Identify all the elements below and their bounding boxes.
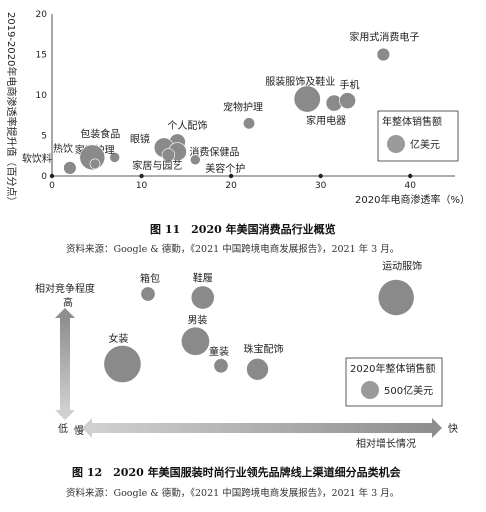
chart-1-bubble-label: 家用式消费电子 [349,31,419,44]
chart-2-x-arrow-shaft [92,423,432,433]
chart-2-bubble-label: 珠宝配饰 [244,342,284,355]
chart-1-bubble-label: 家用电器 [306,114,346,127]
chart-1-bubble-label: 手机 [340,79,360,92]
chart-2-bubble-label: 运动服饰 [382,260,422,273]
chart-1-legend: 年整体销售额 亿美元 [377,110,459,162]
chart-1-x-tick-label: 10 [136,181,148,191]
chart-1-x-tick-mark [139,173,144,179]
chart-2-x-low-label: 慢 [74,425,84,437]
chart-1-bubble [243,117,256,130]
chart-1-bubble-label: 美容个护 [205,162,245,175]
chart-1-bubble [89,158,101,170]
chart-1-bubble [63,161,77,175]
chart-2-bubble [246,358,269,380]
chart-1-y-tick-label: 15 [36,51,47,61]
chart-1-legend-bubble [387,135,405,153]
chart-1-x-tick-label: 20 [225,181,237,191]
chart-1-bubble-label: 个人配饰 [167,119,207,132]
chart-1-x-axis-title: 2020年电商渗透率（%） [355,193,470,206]
chart-2-x-high-label: 快 [448,423,458,435]
chart-1-x-tick-mark [228,173,234,179]
chart-2-y-low-label: 低 [58,422,68,435]
chart-2-y-arrow-head-up [55,308,75,318]
chart-2-source: 资料来源：Google & 德勤，《2021 中国跨境电商发展报告》，2021 … [66,487,399,499]
chart-1-bubble [109,152,121,163]
chart-1-y-axis-title: 2019-2020年电商渗透率提升值（百分点） [5,12,18,207]
chart-1-bubble [293,85,321,113]
chart-1-y-tick-label: 5 [41,132,47,142]
chart-2-caption: 图 12 2020 年美国服装时尚行业领先品牌线上渠道细分品类机会 [72,465,402,479]
chart-1-bubble-label: 软饮料 [22,152,52,165]
chart-2-legend: 2020年整体销售额 500亿美元 [345,357,443,407]
chart-1-axes: 0 5 10 15 20 0 10 20 30 40 [36,10,455,191]
chart-1-x-tick-mark [408,173,413,179]
chart-2-legend-box [345,357,443,407]
chart-1-y-tick-label: 20 [36,10,48,20]
chart-2-bubble [191,286,215,309]
chart-2-bubble-label: 童装 [209,345,229,358]
chart-1-legend-title: 年整体销售额 [382,115,442,128]
chart-1-bubble-label: 宠物护理 [223,100,263,113]
chart-2-x-arrow-head-left [82,418,92,438]
chart-2-x-arrow-head-right [432,418,442,438]
chart-2-bubble [378,279,414,316]
chart-1-legend-box [377,110,459,162]
chart-2-y-axis-title: 相对竞争程度 [35,282,95,295]
chart-2-bubble-label: 女装 [108,332,128,345]
chart-1-bubble-label: 包装食品 [80,127,120,140]
chart-2-legend-title: 2020年整体销售额 [350,362,435,375]
chart-2-bubble-label: 男装 [187,313,207,326]
chart-2-legend-label: 500亿美元 [384,384,433,397]
chart-2-y-arrow-shaft [60,318,70,410]
chart-1-y-tick-label: 10 [36,91,48,101]
chart-1-bubble [376,47,391,62]
chart-1-bubble-label: 家居与园艺 [132,159,182,172]
chart-2-bubble-label: 箱包 [140,272,160,285]
chart-2-bubble [141,287,155,301]
chart-1-x-tick-label: 0 [49,181,55,191]
chart-2-y-arrow-head-down [55,410,75,420]
chart-1-bubble-label: 热饮 [53,142,73,155]
chart-1-y-tick-label: 0 [41,172,47,182]
chart-2-x-axis-title: 相对增长情况 [356,437,416,450]
chart-1-x-tick-mark [49,173,55,179]
chart-1-bubble-label: 服装服饰及鞋业 [265,75,335,88]
chart-1-legend-label: 亿美元 [410,138,440,151]
chart-2-legend-bubble [361,381,379,399]
chart-1-x-tick-label: 30 [315,181,327,191]
chart-1-x-tick-label: 40 [404,181,416,191]
chart-1-x-tick-mark [318,173,323,179]
chart-1-bubble [189,154,201,166]
chart-2-bubble [181,327,210,356]
chart-1-bubble-label: 消费保健品 [189,146,239,159]
chart-1-bubble [161,148,176,162]
chart-1-caption: 图 11 2020 年美国消费品行业概览 [150,222,336,236]
chart-1-bubble [339,92,356,110]
chart-1-source: 资料来源：Google & 德勤，《2021 中国跨境电商发展报告》，2021 … [66,243,399,255]
chart-2-bubble [104,345,141,383]
chart-2-bubble-label: 鞋履 [193,272,213,285]
chart-2-bubble [214,358,228,373]
chart-1-bubble-label: 眼镜 [130,133,150,146]
chart-2-y-high-label: 高 [63,296,73,309]
